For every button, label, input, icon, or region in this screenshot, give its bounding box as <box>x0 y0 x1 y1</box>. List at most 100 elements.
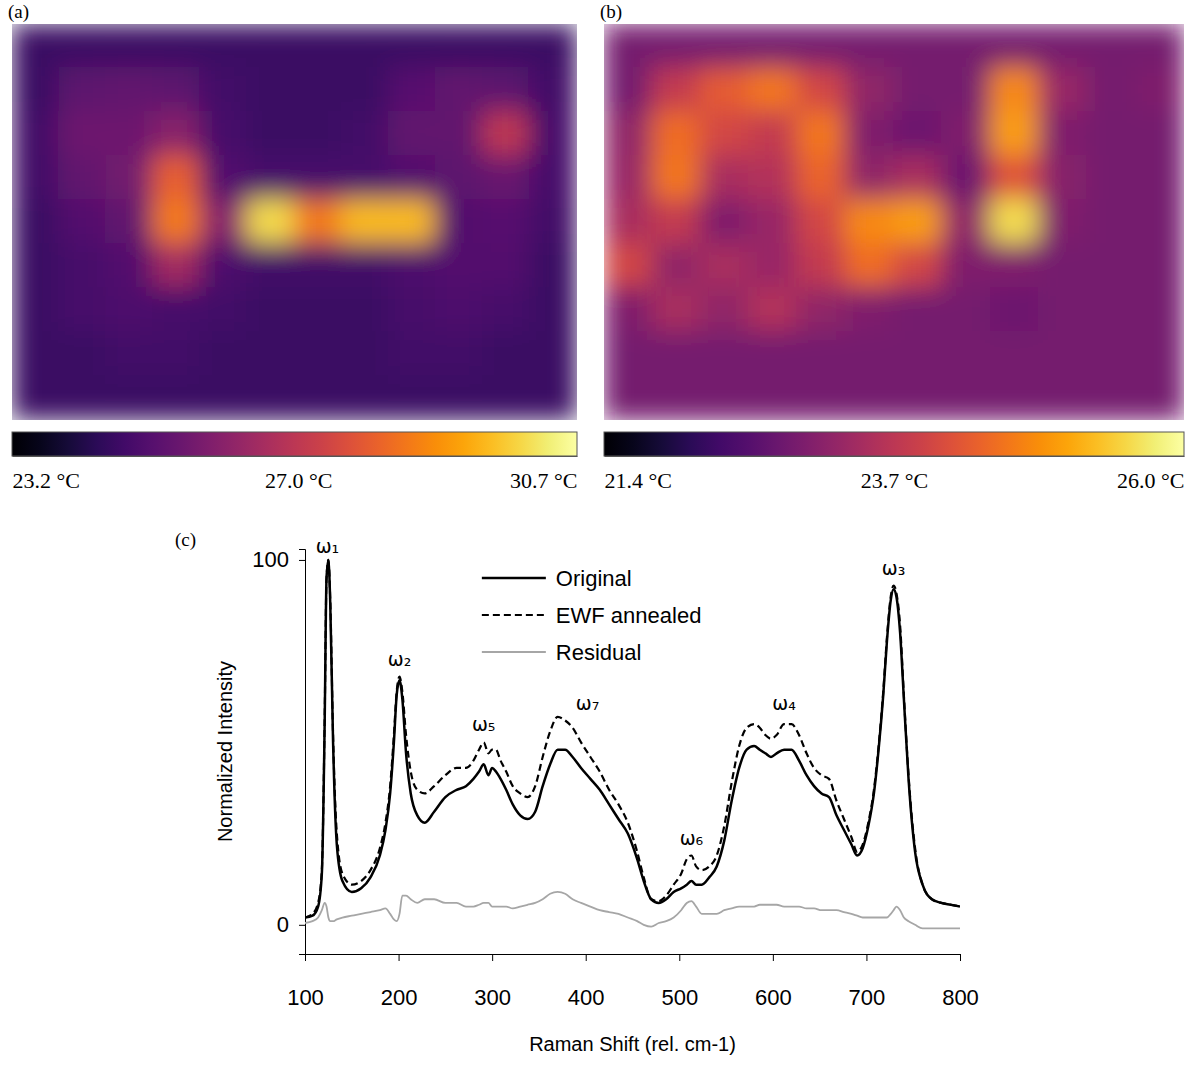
heat-cell <box>941 199 991 245</box>
heat-cell <box>529 67 577 113</box>
heat-cell <box>796 24 846 69</box>
annotations: ω₁ω₂ω₅ω₇ω₆ω₄ω₃ <box>316 535 906 849</box>
heatmap <box>12 24 577 420</box>
heat-cell <box>1135 243 1184 289</box>
legend-label: EWF annealed <box>556 603 702 628</box>
heat-cell <box>1135 199 1184 245</box>
tick: 700 <box>849 954 886 1010</box>
heat-cell <box>845 199 895 245</box>
axis-line <box>605 456 1185 457</box>
heat-cell <box>294 155 343 201</box>
panel-label: (b) <box>600 1 622 23</box>
heat-cell <box>199 331 248 377</box>
heat-cell <box>388 67 437 113</box>
heat-cell <box>105 375 154 420</box>
heat-cell <box>893 199 943 245</box>
legend-swatch <box>482 651 546 653</box>
heat-cell <box>1135 111 1184 157</box>
heat-cell <box>990 67 1040 113</box>
legend-item: Residual <box>482 640 642 665</box>
heat-cell <box>845 375 895 420</box>
heat-cell <box>651 111 701 157</box>
heat-cell <box>604 375 653 420</box>
peak-label: ω₇ <box>576 692 600 714</box>
heat-cell <box>1086 155 1136 201</box>
heat-cell <box>482 155 531 201</box>
heat-cell <box>12 155 60 201</box>
heat-cell <box>893 243 943 289</box>
plot-area <box>305 560 960 929</box>
heat-cell <box>152 375 201 420</box>
heat-cell <box>341 155 390 201</box>
heat-cell <box>893 24 943 69</box>
heat-cell <box>1135 287 1184 333</box>
heat-cell <box>294 67 343 113</box>
tick-label: 100 <box>287 985 324 1010</box>
heat-cell <box>651 67 701 113</box>
heat-cell <box>105 111 154 157</box>
heat-cell <box>700 24 750 69</box>
heat-cell <box>341 243 390 289</box>
heat-cell <box>1135 67 1184 113</box>
heat-cell <box>58 24 107 69</box>
heat-cell <box>341 111 390 157</box>
heat-cell <box>604 199 653 245</box>
heat-cell <box>482 375 531 420</box>
heat-cell <box>199 375 248 420</box>
heat-cell <box>651 331 701 377</box>
heat-cell <box>12 287 60 333</box>
heat-cell <box>152 199 201 245</box>
series-line <box>305 560 960 918</box>
tick: 600 <box>755 954 792 1010</box>
heat-cell <box>796 243 846 289</box>
tick-label: 30.7 °C <box>510 468 577 493</box>
tick-mark <box>773 954 774 961</box>
heat-cell <box>1038 155 1088 201</box>
heat-cell <box>152 24 201 69</box>
heat-cell <box>990 111 1040 157</box>
heat-cell <box>58 243 107 289</box>
heat-cell <box>748 67 798 113</box>
heat-cell <box>529 331 577 377</box>
heat-cell <box>941 331 991 377</box>
heat-cell <box>1086 243 1136 289</box>
heat-cell <box>482 287 531 333</box>
heat-cell <box>341 67 390 113</box>
heat-cell <box>105 155 154 201</box>
heat-cell <box>294 24 343 69</box>
axis: 21.4 °C23.7 °C26.0 °C <box>605 456 1185 493</box>
tick-label: 23.2 °C <box>13 468 80 493</box>
tick: 100 <box>287 954 324 1010</box>
heat-cell <box>482 67 531 113</box>
heat-cell <box>604 67 653 113</box>
heat-cell <box>246 331 295 377</box>
heat-cell <box>199 155 248 201</box>
heat-cell <box>12 24 60 69</box>
heat-cell <box>482 24 531 69</box>
colorbar <box>604 432 1184 456</box>
heat-cell <box>1086 111 1136 157</box>
heat-cell <box>199 67 248 113</box>
heat-cell <box>105 243 154 289</box>
heat-cell <box>796 155 846 201</box>
heat-cell <box>796 67 846 113</box>
heat-cell <box>341 287 390 333</box>
peak-label: ω₆ <box>680 827 704 849</box>
heat-cell <box>199 199 248 245</box>
heat-cell <box>1086 375 1136 420</box>
heat-cell <box>1135 24 1184 69</box>
tick: 100 <box>252 547 305 572</box>
peak-label: ω₅ <box>472 713 496 735</box>
heat-cell <box>604 111 653 157</box>
heat-cell <box>58 287 107 333</box>
heat-cell <box>58 331 107 377</box>
heat-cell <box>529 155 577 201</box>
heat-cell <box>388 199 437 245</box>
heat-cell <box>482 331 531 377</box>
heat-cell <box>893 331 943 377</box>
heat-cell <box>294 111 343 157</box>
tick-mark <box>492 954 493 961</box>
panel-label: (a) <box>8 1 29 23</box>
heat-cell <box>748 287 798 333</box>
heat-cell <box>388 111 437 157</box>
